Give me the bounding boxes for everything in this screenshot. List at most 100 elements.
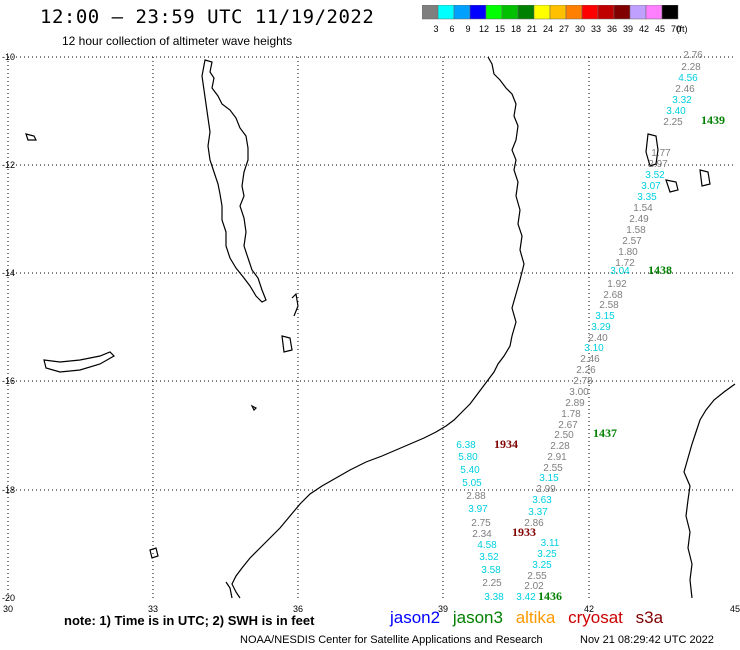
wave-reading: 3.58: [481, 565, 501, 576]
footer-note: note: 1) Time is in UTC; 2) SWH is in fe…: [64, 613, 315, 628]
wave-reading: 2.49: [629, 214, 649, 225]
wave-reading: 2.46: [580, 354, 600, 365]
wave-reading: 1.54: [633, 203, 653, 214]
wave-reading: 3.15: [595, 311, 615, 322]
lake-kariba-outline: [43, 351, 115, 373]
pass-label: 1436: [538, 589, 562, 603]
mozambique-mouth: [225, 581, 233, 599]
wave-reading: 1.78: [561, 409, 581, 420]
scale-label: 33: [591, 24, 601, 34]
scale-label: 30: [575, 24, 585, 34]
comoros-anjouan: [665, 179, 679, 193]
wave-reading: 2.99: [536, 484, 556, 495]
graticule: [8, 57, 735, 598]
wave-reading: 2.78: [573, 376, 593, 387]
generation-timestamp: Nov 21 08:29:42 UTC 2022: [580, 634, 714, 646]
wave-reading: 2.57: [622, 236, 642, 247]
wave-reading: 4.56: [678, 73, 698, 84]
wave-reading: 3.35: [637, 192, 657, 203]
scale-label: 45: [655, 24, 665, 34]
wave-reading: 2.50: [554, 430, 574, 441]
wave-reading: 5.05: [462, 478, 482, 489]
lon-label: 33: [148, 604, 158, 614]
wave-reading: 3.04: [610, 266, 630, 277]
wave-reading: 3.63: [532, 495, 552, 506]
scale-label: 70: [671, 24, 681, 34]
comoros-grande: [645, 133, 659, 167]
wave-reading: 5.80: [458, 452, 478, 463]
wave-reading: 5.40: [460, 465, 480, 476]
wave-reading: 3.25: [532, 560, 552, 571]
mozambique-coastline: [231, 56, 525, 599]
wave-reading: 3.52: [479, 552, 499, 563]
wave-reading: 1.92: [607, 279, 627, 290]
wave-reading: 3.52: [645, 170, 665, 181]
zambia-lake-1: [25, 133, 37, 141]
scale-unit: (ft): [677, 24, 688, 34]
scale-label: 15: [495, 24, 505, 34]
scale-label: 6: [449, 24, 454, 34]
wave-reading: 2.89: [565, 398, 585, 409]
lat-label: -14: [2, 268, 15, 278]
wave-reading: 2.97: [648, 159, 668, 170]
lat-label: -16: [2, 376, 15, 386]
wave-reading: 3.37: [528, 507, 548, 518]
coastlines: [25, 56, 736, 599]
wave-reading: 3.38: [484, 592, 504, 603]
lon-label: 39: [438, 604, 448, 614]
river-fragment: [291, 292, 299, 317]
scale-label: 39: [623, 24, 633, 34]
lon-label: 36: [293, 604, 303, 614]
pass-labels: 1439 1438 1437 1436 1934 1933: [494, 113, 725, 603]
wave-reading: 3.07: [641, 181, 661, 192]
lat-label: -18: [2, 485, 15, 495]
wave-reading: 2.55: [527, 571, 547, 582]
lon-label: 30: [3, 604, 13, 614]
scale-label: 36: [607, 24, 617, 34]
wave-reading: 2.34: [472, 529, 492, 540]
wave-reading: 3.29: [591, 322, 611, 333]
wave-reading: 2.86: [524, 518, 544, 529]
wave-reading: 2.25: [663, 117, 683, 128]
wave-height-color-scale: 3 6 9 12 15 18 21 24 27 30 33 36 39 42 45 70(ft): [422, 5, 688, 34]
map-title: 12:00 – 23:59 UTC 11/19/2022: [40, 6, 375, 28]
wave-reading: 2.91: [547, 452, 567, 463]
wave-reading: 2.46: [675, 84, 695, 95]
lon-label: 45: [730, 604, 740, 614]
scale-label: 18: [511, 24, 521, 34]
pass-label: 1934: [494, 437, 518, 451]
wave-reading: 3.10: [584, 343, 604, 354]
lon-label: 42: [584, 604, 594, 614]
madagascar-coastline: [683, 383, 736, 599]
wave-reading: 3.97: [468, 504, 488, 515]
lat-label: -10: [2, 52, 15, 62]
scale-swatch-70: [661, 5, 679, 20]
wave-height-readings: 2.762.284.562.463.323.402.251.772.973.52…: [456, 50, 703, 603]
wave-reading: 3.42: [516, 592, 536, 603]
lat-label: -12: [2, 160, 15, 170]
wave-reading: 3.00: [569, 387, 589, 398]
wave-reading: 2.28: [550, 441, 570, 452]
wave-reading: 2.25: [482, 578, 502, 589]
wave-reading: 2.75: [471, 518, 491, 529]
plot-frame: [7, 56, 735, 598]
wave-reading: 2.67: [558, 420, 578, 431]
lake-bangweulu: [281, 335, 293, 353]
wave-reading: 2.76: [683, 50, 703, 61]
wave-reading: 3.40: [666, 106, 686, 117]
longitude-labels: 30 33 36 39 42 45: [3, 604, 740, 614]
satellite-legend: jason2 jason3 altika cryosat s3a: [390, 608, 671, 628]
scale-label: 42: [639, 24, 649, 34]
pass-label: 1437: [593, 426, 617, 440]
wave-reading: 2.88: [466, 491, 486, 502]
satellite-cryosat: cryosat: [568, 608, 623, 627]
wave-reading: 2.28: [681, 62, 701, 73]
map-subtitle: 12 hour collection of altimeter wave hei…: [62, 34, 293, 48]
mozambique-lake: [149, 547, 159, 559]
wave-reading: 3.25: [537, 549, 557, 560]
lake-malawi-outline: [201, 59, 267, 303]
lat-label: -20: [2, 593, 15, 603]
scale-label: 9: [465, 24, 470, 34]
mayotte: [699, 169, 711, 187]
